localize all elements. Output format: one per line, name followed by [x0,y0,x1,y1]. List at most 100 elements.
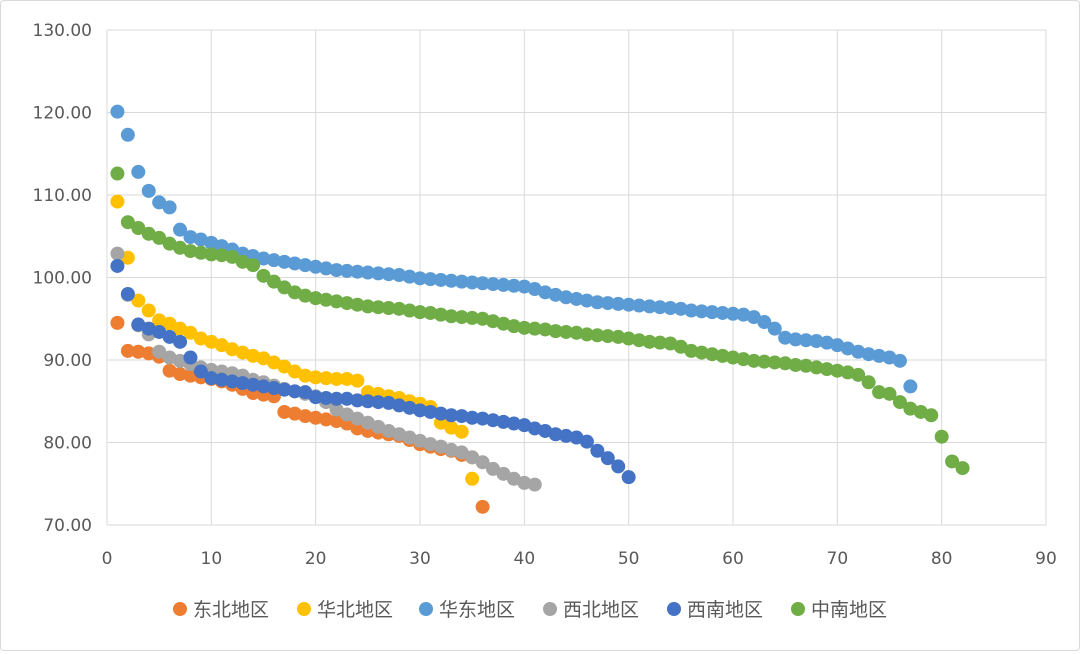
data-point [892,395,907,410]
data-point [579,434,594,449]
data-point [506,416,521,431]
data-point [413,305,427,320]
data-point [256,379,271,394]
data-point [746,353,761,368]
data-point [924,408,939,423]
series-6 [110,166,970,476]
data-point [381,395,396,410]
data-point [266,253,281,268]
legend-item: 西南地区 [667,599,763,621]
data-point [131,293,146,308]
data-point [110,246,125,261]
data-point [851,344,866,359]
data-point [444,442,459,457]
data-point [475,499,490,514]
data-point [120,287,135,301]
data-point [945,454,960,469]
series-3 [110,104,918,394]
data-point [851,367,866,382]
data-point [819,362,834,377]
data-point [496,414,511,429]
data-point [934,429,949,444]
legend: 东北地区 华北地区 华东地区 西北地区 西南地区 中南地区 [173,599,887,621]
data-point [433,307,448,322]
data-point [465,275,480,290]
data-point [444,273,459,288]
x-tick-label: 60 [722,549,744,569]
legend-marker [791,602,805,616]
data-point [277,280,292,295]
data-point [454,445,469,460]
data-point [266,381,281,396]
data-point [465,450,480,465]
data-point [454,310,469,325]
data-point [298,385,313,400]
data-point [788,357,803,372]
data-point [527,421,542,436]
data-point [830,363,845,378]
data-point [381,267,396,282]
data-point [840,365,855,380]
data-point [694,304,709,319]
x-tick-label: 40 [514,549,536,569]
data-point [496,277,511,292]
legend-label: 华东地区 [439,599,515,621]
data-point [872,385,887,400]
data-point [621,331,636,346]
data-point [246,377,261,392]
x-tick-label: 20 [305,549,327,569]
data-point [110,194,125,209]
y-tick-label: 110.00 [33,186,92,206]
data-points [110,104,970,514]
data-point [767,355,782,370]
data-point [684,343,699,358]
data-point [277,254,292,269]
data-point [319,261,334,276]
data-point [433,406,448,421]
data-point [621,297,636,312]
data-point [277,382,292,397]
series-5 [110,258,636,485]
data-point [110,315,125,330]
data-point [329,402,344,417]
y-tick-label: 70.00 [43,516,92,536]
x-tick-label: 70 [827,549,849,569]
data-point [256,251,271,266]
data-point [214,248,229,263]
data-point [506,319,521,334]
data-point [371,266,386,281]
data-point [600,329,615,344]
legend-label: 西南地区 [687,599,763,621]
gridlines [106,29,1047,526]
data-point [298,288,313,303]
data-point [465,471,480,486]
data-point [152,230,167,245]
data-point [141,183,156,198]
data-point [173,367,188,382]
legend-label: 西北地区 [563,599,639,621]
data-point [225,374,240,389]
data-point [402,400,417,415]
x-tick-label: 90 [1035,549,1057,569]
data-point [235,376,250,391]
data-point [465,310,480,325]
data-point [339,391,354,406]
data-point [183,350,198,365]
data-point [694,345,709,360]
data-point [183,244,198,259]
data-point [131,221,146,235]
legend-marker [297,602,311,616]
legend-item: 华北地区 [297,599,393,621]
data-point [496,316,511,331]
data-point [329,371,344,386]
data-point [632,298,647,313]
data-point [131,344,146,359]
data-point [329,414,344,429]
data-point [381,301,396,316]
data-point [173,222,188,237]
data-point [392,398,407,413]
data-point [173,334,188,349]
data-point [433,272,448,287]
data-point [225,249,240,264]
